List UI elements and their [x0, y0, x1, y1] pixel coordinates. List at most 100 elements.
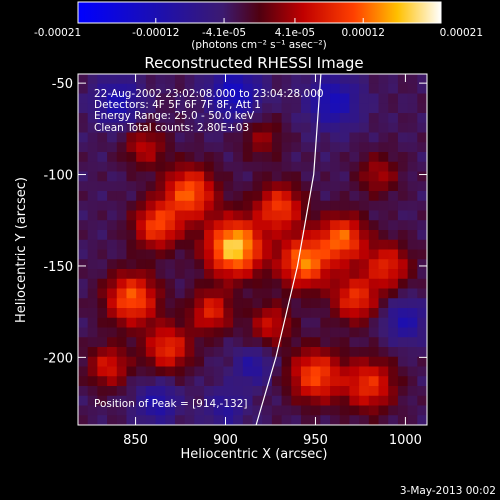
heatmap-cell	[300, 288, 312, 299]
heatmap-cell	[388, 142, 399, 153]
heatmap-cell	[145, 210, 157, 221]
heatmap-cell	[252, 259, 263, 270]
heatmap-cell	[320, 415, 331, 425]
heatmap-cell	[368, 113, 380, 124]
heatmap-cell	[262, 259, 273, 270]
heatmap-cell	[194, 152, 205, 163]
heatmap-cell	[87, 278, 98, 290]
heatmap-cell	[97, 337, 108, 348]
heatmap-cell	[184, 103, 195, 114]
heatmap-cell	[378, 191, 389, 202]
heatmap-cell	[87, 356, 98, 368]
heatmap-cell	[407, 376, 418, 387]
heatmap-cell	[174, 210, 186, 221]
heatmap-cell	[388, 220, 399, 231]
heatmap-cell	[174, 386, 186, 397]
heatmap-cell	[174, 288, 186, 299]
heatmap-cell	[330, 278, 341, 290]
heatmap-cell	[174, 152, 186, 163]
heatmap-cell	[136, 327, 147, 338]
heatmap-cell	[252, 337, 263, 348]
heatmap-cell	[242, 356, 254, 368]
heatmap-cell	[320, 181, 331, 192]
heatmap-cell	[136, 200, 147, 212]
heatmap-cell	[339, 386, 351, 397]
heatmap-cell	[310, 288, 321, 299]
heatmap-cell	[407, 191, 418, 202]
heatmap-cell	[174, 269, 186, 280]
heatmap-cell	[194, 239, 205, 251]
heatmap-cell	[87, 220, 98, 231]
heatmap-cell	[388, 386, 399, 397]
heatmap-cell	[417, 230, 427, 241]
heatmap-cell	[281, 181, 292, 192]
heatmap-cell	[339, 210, 351, 221]
heatmap-cell	[233, 239, 244, 251]
heatmap-cell	[378, 220, 389, 231]
heatmap-cell	[194, 181, 205, 192]
heatmap-cell	[223, 288, 234, 299]
heatmap-cell	[320, 356, 331, 368]
heatmap-cell	[204, 74, 215, 85]
heatmap-cell	[174, 259, 186, 270]
heatmap-cell	[184, 249, 195, 260]
heatmap-cell	[300, 171, 312, 182]
heatmap-cell	[300, 191, 312, 202]
heatmap-cell	[242, 337, 254, 348]
heatmap-cell	[310, 327, 321, 338]
heatmap-cell	[291, 327, 302, 338]
heatmap-cell	[388, 347, 399, 358]
heatmap-cell	[97, 103, 108, 114]
heatmap-cell	[300, 230, 312, 241]
heatmap-cell	[233, 161, 244, 173]
heatmap-cell	[184, 308, 195, 319]
heatmap-cell	[194, 395, 205, 407]
heatmap-cell	[145, 161, 157, 173]
heatmap-cell	[397, 181, 409, 192]
heatmap-cell	[407, 122, 418, 134]
heatmap-cell	[155, 74, 166, 85]
heatmap-cell	[349, 249, 360, 260]
heatmap-cell	[359, 200, 370, 212]
heatmap-cell	[388, 278, 399, 290]
heatmap-cell	[262, 288, 273, 299]
heatmap-cell	[165, 113, 176, 124]
heatmap-cell	[78, 386, 89, 397]
heatmap-cell	[397, 239, 409, 251]
heatmap-cell	[300, 405, 312, 416]
heatmap-cell	[242, 152, 254, 163]
heatmap-cell	[320, 366, 331, 377]
heatmap-cell	[155, 210, 166, 221]
heatmap-cell	[388, 210, 399, 221]
heatmap-cell	[291, 376, 302, 387]
heatmap-cell	[281, 161, 292, 173]
heatmap-cell	[339, 113, 351, 124]
heatmap-cell	[97, 386, 108, 397]
heatmap-cell	[281, 278, 292, 290]
heatmap-cell	[78, 405, 89, 416]
heatmap-cell	[204, 132, 215, 143]
heatmap-cell	[388, 74, 399, 85]
heatmap-cell	[339, 74, 351, 85]
heatmap-cell	[204, 230, 215, 241]
heatmap-cell	[87, 103, 98, 114]
heatmap-cell	[174, 83, 186, 95]
heatmap-cell	[407, 317, 418, 329]
heatmap-cell	[417, 376, 427, 387]
heatmap-cell	[349, 415, 360, 425]
heatmap-cell	[339, 171, 351, 182]
heatmap-cell	[407, 298, 418, 309]
heatmap-cell	[252, 122, 263, 134]
heatmap-cell	[271, 171, 283, 182]
heatmap-cell	[87, 386, 98, 397]
heatmap-cell	[378, 415, 389, 425]
heatmap-cell	[359, 327, 370, 338]
heatmap-cell	[116, 230, 128, 241]
heatmap-cell	[330, 93, 341, 104]
heatmap-cell	[291, 122, 302, 134]
heatmap-cell	[320, 269, 331, 280]
heatmap-cell	[300, 239, 312, 251]
heatmap-cell	[330, 142, 341, 153]
heatmap-cell	[407, 327, 418, 338]
heatmap-cell	[271, 181, 283, 192]
